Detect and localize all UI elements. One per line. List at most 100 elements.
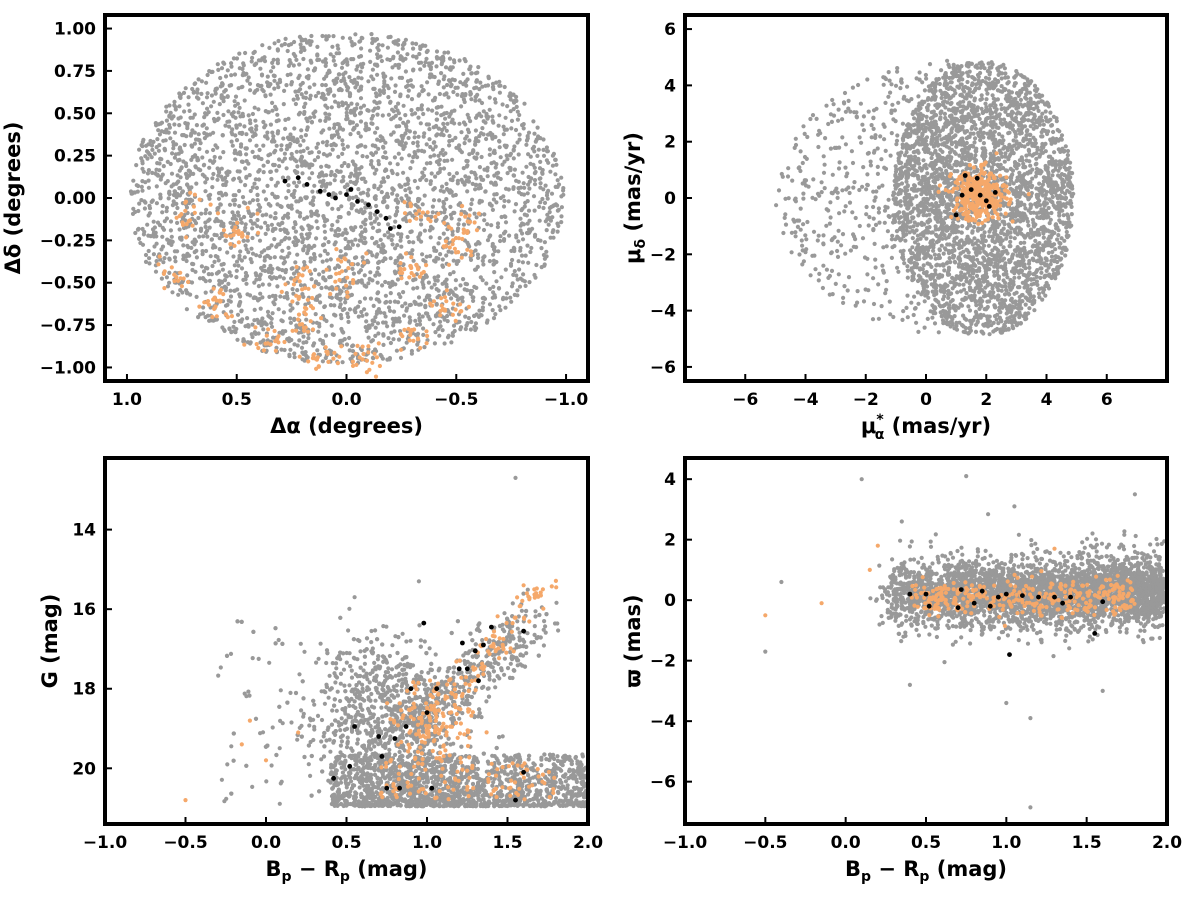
field-point: [280, 329, 285, 334]
field-point: [409, 348, 414, 354]
field-point: [415, 285, 420, 290]
member-point: [444, 299, 449, 304]
member-point: [336, 257, 341, 262]
core-point: [348, 187, 354, 192]
field-point: [216, 116, 221, 121]
field-point: [330, 44, 335, 49]
field-point: [542, 200, 548, 205]
field-point: [151, 219, 156, 224]
field-point: [227, 119, 232, 124]
field-point: [299, 128, 304, 133]
field-point: [351, 271, 356, 276]
field-point: [379, 190, 384, 195]
field-point: [489, 223, 494, 228]
field-point: [867, 215, 872, 220]
field-point: [423, 43, 428, 48]
field-point: [353, 237, 358, 242]
field-point: [541, 137, 546, 142]
field-point: [366, 281, 371, 286]
field-point: [252, 307, 257, 312]
field-point: [239, 159, 244, 164]
field-point: [249, 260, 254, 265]
field-point: [421, 332, 426, 337]
x-axis-label: Δα (degrees): [270, 414, 423, 438]
field-point: [432, 186, 437, 191]
field-point: [167, 270, 172, 275]
field-point: [190, 86, 195, 92]
field-point: [331, 141, 336, 146]
y-tick-label: −0.75: [40, 316, 96, 336]
field-point: [255, 317, 260, 322]
member-point: [296, 296, 301, 301]
member-point: [361, 260, 367, 265]
field-point: [263, 231, 268, 236]
field-point: [464, 134, 469, 139]
field-point: [200, 155, 205, 160]
field-point: [514, 178, 519, 183]
field-point: [232, 213, 237, 218]
field-point: [380, 283, 385, 288]
field-point: [372, 241, 377, 246]
field-point: [376, 331, 381, 336]
field-point: [234, 123, 239, 128]
field-point: [403, 141, 408, 146]
field-point: [895, 69, 900, 74]
field-point: [293, 54, 298, 59]
field-point: [419, 239, 424, 244]
field-point: [140, 226, 145, 232]
field-point: [811, 229, 817, 234]
field-point: [520, 260, 526, 265]
field-point: [210, 69, 215, 74]
field-point: [444, 197, 449, 202]
field-point: [538, 185, 543, 190]
field-point: [323, 118, 328, 123]
field-point: [340, 61, 345, 66]
field-point: [260, 282, 265, 287]
field-point: [951, 62, 956, 67]
field-point: [308, 259, 313, 264]
member-point: [186, 279, 191, 285]
field-point: [347, 307, 353, 312]
field-point: [254, 143, 259, 148]
field-point: [465, 189, 470, 194]
field-point: [428, 235, 433, 240]
member-point: [253, 325, 258, 330]
field-point: [307, 85, 312, 90]
field-point: [232, 72, 238, 77]
field-point: [424, 49, 429, 55]
member-point: [439, 303, 444, 308]
field-point: [990, 93, 995, 98]
field-point: [473, 182, 478, 188]
field-point: [226, 298, 231, 303]
field-point: [239, 309, 244, 314]
field-point: [227, 124, 232, 129]
field-point: [307, 231, 312, 236]
field-point: [219, 95, 224, 100]
field-point: [292, 157, 297, 162]
field-point: [305, 67, 310, 72]
field-point: [386, 235, 391, 240]
field-point: [540, 171, 545, 176]
field-point: [520, 123, 525, 128]
field-point: [345, 183, 350, 188]
field-point: [208, 254, 213, 259]
field-point: [451, 89, 456, 95]
field-point: [315, 225, 320, 231]
field-point: [1026, 223, 1031, 228]
member-point: [273, 339, 278, 344]
field-point: [171, 199, 176, 204]
field-point: [370, 67, 375, 72]
field-point: [397, 75, 402, 80]
field-point: [294, 149, 299, 154]
field-point: [202, 162, 207, 167]
field-point: [223, 182, 228, 187]
field-point: [406, 135, 411, 141]
field-point: [515, 109, 520, 114]
field-point: [375, 137, 380, 142]
field-point: [436, 241, 441, 246]
member-point: [443, 239, 449, 244]
member-point: [302, 305, 308, 310]
field-point: [494, 80, 499, 85]
field-point: [412, 130, 417, 135]
field-point: [281, 102, 286, 107]
